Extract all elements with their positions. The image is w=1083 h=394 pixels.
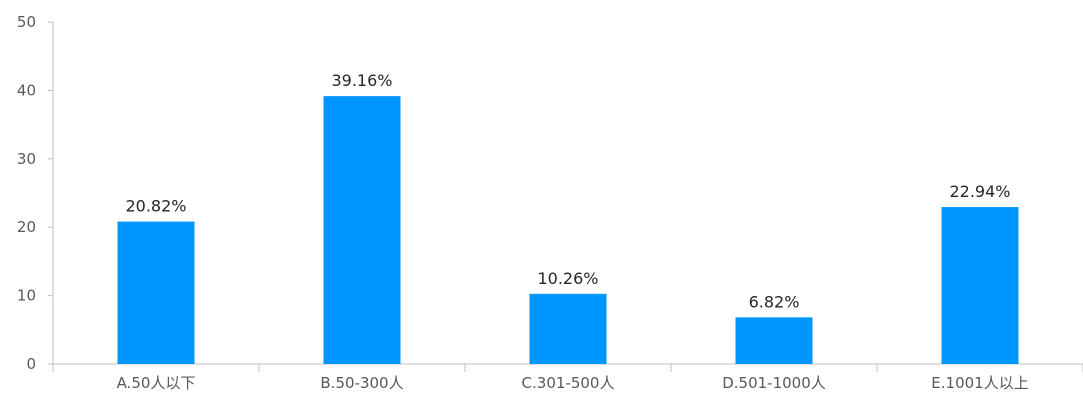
bar: [735, 317, 813, 364]
bar: [323, 96, 401, 364]
x-category-label: C.301-500人: [522, 374, 615, 392]
bar-data-label: 10.26%: [537, 269, 598, 288]
x-category-label: A.50人以下: [117, 374, 196, 392]
x-axis: A.50人以下 B.50-300人 C.301-500人 D.501-1000人 E.1…: [52, 363, 1083, 392]
x-category-label: B.50-300人: [320, 374, 403, 392]
y-tick-label: 20: [17, 218, 36, 236]
data-labels: 20.82% 39.16% 10.26% 6.82% 22.94%: [125, 71, 1010, 311]
y-tick-label: 30: [17, 150, 36, 168]
bar-data-label: 22.94%: [949, 182, 1010, 201]
bars: [117, 96, 1019, 364]
x-category-label: D.501-1000人: [722, 374, 826, 392]
bar: [941, 207, 1019, 364]
bar-data-label: 6.82%: [749, 292, 800, 311]
bar: [529, 293, 607, 364]
bar: [117, 221, 195, 364]
x-category-label: E.1001人以上: [931, 374, 1028, 392]
y-tick-label: 40: [17, 81, 36, 99]
y-tick-label: 50: [17, 13, 36, 31]
y-axis: 0 10 20 30 40 50: [17, 13, 54, 373]
bar-data-label: 39.16%: [331, 71, 392, 90]
y-tick-label: 0: [26, 355, 36, 373]
y-tick-label: 10: [17, 287, 36, 305]
bar-data-label: 20.82%: [125, 197, 186, 216]
